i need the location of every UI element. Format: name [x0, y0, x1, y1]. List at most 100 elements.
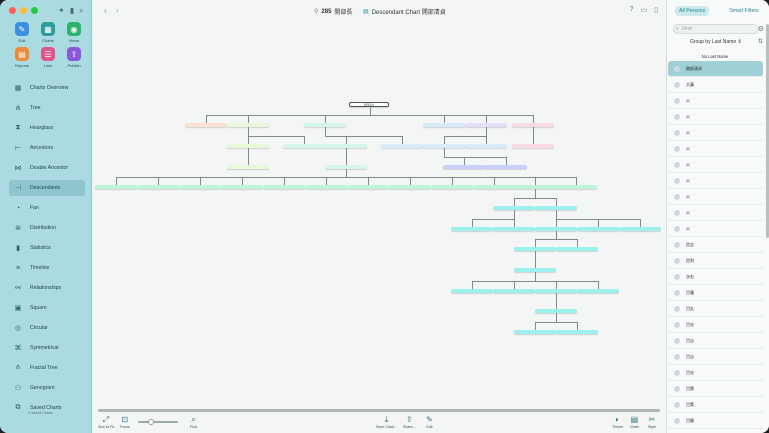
- list-item[interactable]: 火: [668, 125, 763, 141]
- tab-smart-filters[interactable]: Smart Filters: [729, 8, 759, 14]
- chart-node[interactable]: [451, 227, 493, 231]
- window-icon[interactable]: ▭: [640, 7, 648, 14]
- chart-node[interactable]: [556, 330, 598, 334]
- charts-button[interactable]: ▦ Charts: [35, 22, 61, 43]
- list-item[interactable]: 目勝: [668, 413, 763, 429]
- help-icon[interactable]: ?: [629, 6, 634, 13]
- list-item[interactable]: 目吉: [668, 333, 763, 349]
- list-item[interactable]: 火: [668, 157, 763, 173]
- sidebar-item-double-ancestor[interactable]: ⋈ Double Ancestor: [9, 160, 85, 176]
- sidebar-item-tree[interactable]: ⋔ Tree: [9, 100, 85, 116]
- chart-node[interactable]: [535, 227, 577, 231]
- chart-node[interactable]: [514, 330, 556, 334]
- chart-node[interactable]: [493, 289, 535, 293]
- focus-button[interactable]: ⊡ Focus: [120, 415, 130, 429]
- share-button[interactable]: ⇪ Share...: [403, 415, 416, 429]
- search-input[interactable]: ⌕ Find: [673, 24, 759, 34]
- chart-node[interactable]: [227, 144, 269, 148]
- vertical-scrollbar[interactable]: [766, 24, 769, 238]
- chart-node[interactable]: [443, 165, 485, 169]
- list-item[interactable]: 目実: [668, 397, 763, 413]
- zoom-slider-knob[interactable]: [148, 419, 154, 425]
- list-item[interactable]: 次右: [668, 269, 763, 285]
- chart-node[interactable]: [577, 227, 619, 231]
- list-item[interactable]: 火: [668, 205, 763, 221]
- list-item[interactable]: 目蓮: [668, 285, 763, 301]
- chart-node[interactable]: [389, 185, 431, 189]
- lists-button[interactable]: ☰ Lists: [35, 47, 61, 68]
- sidebar-item-fan[interactable]: ◔ Fan: [9, 200, 85, 216]
- list-item[interactable]: 目實: [668, 381, 763, 397]
- list-item[interactable]: 火: [668, 189, 763, 205]
- close-window-button[interactable]: [9, 7, 16, 14]
- sidebar-item-fractal-tree[interactable]: ⫛ Fractal Tree: [9, 360, 85, 376]
- bookmark-icon[interactable]: ▮: [69, 6, 75, 15]
- group-by-select[interactable]: Group by Last Name ⇕: [690, 39, 742, 45]
- list-item[interactable]: 火: [668, 93, 763, 109]
- sidebar-item-hourglass[interactable]: ⧗ Hourglass: [9, 120, 85, 136]
- find-button[interactable]: ⌕ Find: [190, 415, 197, 429]
- minimize-window-button[interactable]: [20, 7, 27, 14]
- sidebar-item-relationships[interactable]: ⚯ Relationships: [9, 280, 85, 296]
- chart-canvas[interactable]: 開部清貞: [92, 22, 666, 409]
- tag-icon[interactable]: ✦: [58, 6, 65, 15]
- list-item[interactable]: 信利: [668, 253, 763, 269]
- chart-node[interactable]: [451, 289, 493, 293]
- list-item[interactable]: 火: [668, 221, 763, 237]
- sidebar-toggle-icon[interactable]: ▯: [654, 7, 658, 14]
- chart-node[interactable]: [283, 144, 325, 148]
- chart-node[interactable]: [221, 185, 263, 189]
- size-to-fit-button[interactable]: ⤢ Size to Fit: [98, 415, 114, 429]
- chart-node[interactable]: [514, 268, 556, 272]
- chart-node[interactable]: [304, 123, 346, 127]
- chart-node[interactable]: [95, 185, 137, 189]
- sidebar-item-distribution[interactable]: ⊛ Distribution: [9, 220, 85, 236]
- list-item[interactable]: 目丸: [668, 301, 763, 317]
- sidebar-item-square[interactable]: ▣ Square: [9, 300, 85, 316]
- sidebar-item-saved-charts[interactable]: ⧉ Saved Charts 0 Saved Charts: [9, 400, 85, 416]
- chart-node[interactable]: [179, 185, 221, 189]
- chart-node[interactable]: [227, 165, 269, 169]
- edit-chart-button[interactable]: ✎ Edit: [426, 415, 433, 429]
- chart-node[interactable]: [423, 144, 465, 148]
- chart-node[interactable]: [535, 206, 577, 210]
- list-item[interactable]: 目勝: [668, 429, 763, 433]
- list-item[interactable]: 目光: [668, 365, 763, 381]
- chart-node[interactable]: 開部清貞: [349, 102, 389, 107]
- gear-icon[interactable]: ⚙: [757, 26, 764, 33]
- sidebar-item-statistics[interactable]: ▮ Statistics: [9, 240, 85, 256]
- horizontal-scrollbar[interactable]: [98, 409, 660, 412]
- chart-node[interactable]: [465, 144, 507, 148]
- chart-node[interactable]: [227, 123, 269, 127]
- chart-node[interactable]: [325, 165, 367, 169]
- edit-button[interactable]: ✎ Edit: [9, 22, 35, 43]
- sidebar-item-ancestors[interactable]: ⊢ Ancestors: [9, 140, 85, 156]
- chart-node[interactable]: [556, 247, 598, 251]
- chart-node[interactable]: [485, 165, 527, 169]
- chart-node[interactable]: [577, 289, 619, 293]
- forward-icon[interactable]: ›: [116, 6, 119, 15]
- list-item[interactable]: 開部清貞: [668, 61, 763, 77]
- reports-button[interactable]: ▤ Reports: [9, 47, 35, 68]
- chart-node[interactable]: [512, 123, 554, 127]
- search-icon[interactable]: ⌕: [79, 6, 84, 15]
- chart-node[interactable]: [514, 247, 556, 251]
- chart-node[interactable]: [514, 185, 556, 189]
- chart-node[interactable]: [185, 123, 227, 127]
- list-item[interactable]: 火: [668, 141, 763, 157]
- list-item[interactable]: 目光: [668, 317, 763, 333]
- chart-node[interactable]: [137, 185, 179, 189]
- zoom-slider[interactable]: [138, 419, 178, 425]
- style-button[interactable]: ✂ Style: [648, 415, 656, 429]
- chart-node[interactable]: [325, 144, 367, 148]
- publish-button[interactable]: ⇪ Publish: [61, 47, 87, 68]
- chart-node[interactable]: [305, 185, 347, 189]
- sidebar-item-circular[interactable]: ◎ Circular: [9, 320, 85, 336]
- theme-button[interactable]: ◐ Theme: [612, 415, 623, 429]
- chart-node[interactable]: [555, 185, 597, 189]
- chart-node[interactable]: [493, 206, 535, 210]
- chart-node[interactable]: [381, 144, 423, 148]
- sidebar-item-genogram[interactable]: ⚇ Genogram: [9, 380, 85, 396]
- sidebar-item-charts-overview[interactable]: ▦ Charts Overview: [9, 80, 85, 96]
- tab-all-persons[interactable]: All Persons: [675, 6, 710, 16]
